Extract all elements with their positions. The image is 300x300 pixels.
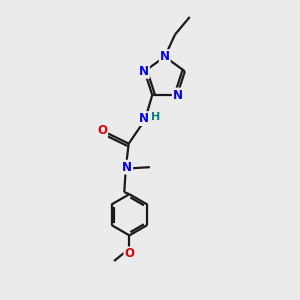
Text: N: N bbox=[122, 161, 132, 174]
Text: N: N bbox=[139, 65, 149, 78]
Text: N: N bbox=[160, 50, 170, 63]
Text: H: H bbox=[151, 112, 160, 122]
Text: O: O bbox=[97, 124, 107, 137]
Text: N: N bbox=[139, 112, 149, 125]
Text: O: O bbox=[124, 248, 134, 260]
Text: N: N bbox=[173, 88, 183, 101]
